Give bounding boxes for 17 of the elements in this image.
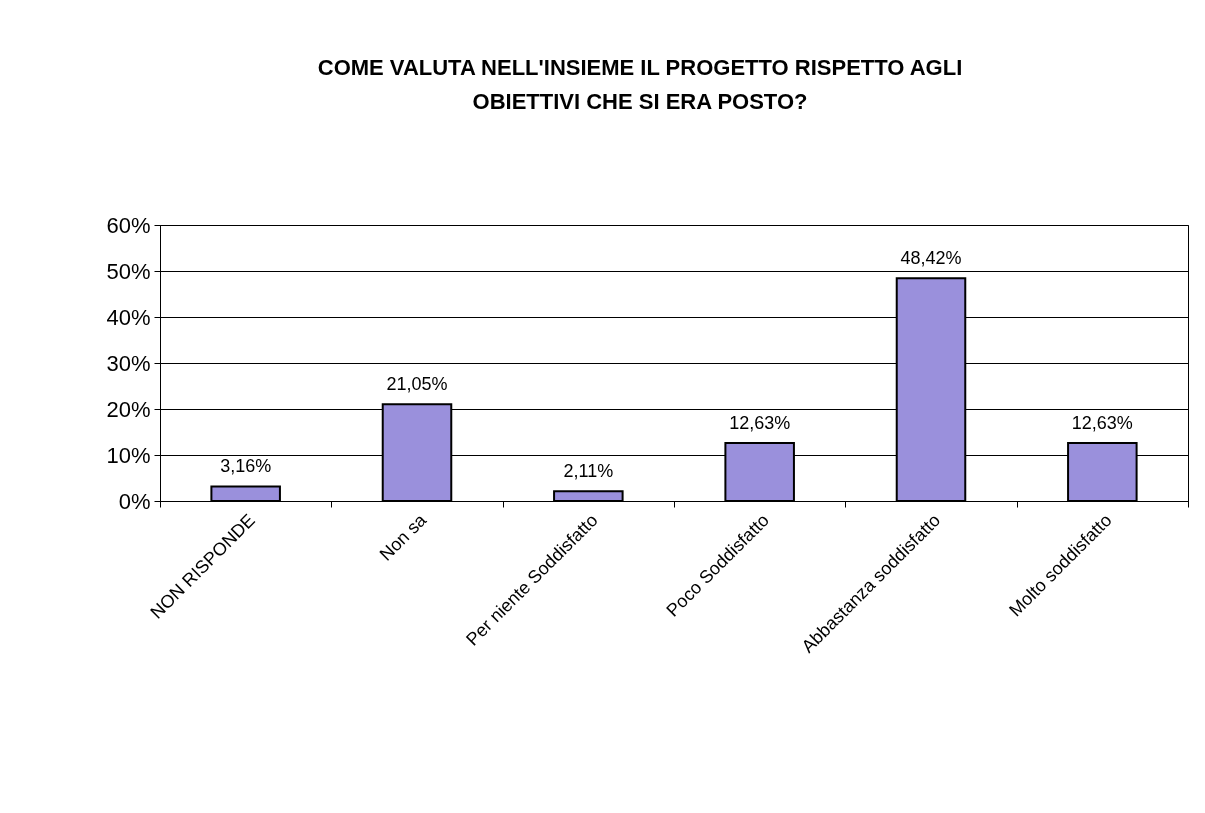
data-label: 12,63% <box>729 412 791 433</box>
x-tick-label: Non sa <box>375 509 431 565</box>
y-tick-label: 50% <box>106 258 151 284</box>
bar <box>210 485 281 502</box>
y-tick-label: 40% <box>106 304 151 330</box>
data-label: 12,63% <box>1071 412 1133 433</box>
y-tick-label: 60% <box>106 212 151 238</box>
y-tick-label: 30% <box>106 350 151 376</box>
y-tick-label: 10% <box>106 442 151 468</box>
data-label: 21,05% <box>386 374 448 395</box>
bar <box>553 490 624 502</box>
data-label: 2,11% <box>563 461 614 482</box>
y-tick-label: 0% <box>118 488 151 514</box>
chart-title: COME VALUTA NELL'INSIEME IL PROGETTO RISPETTO AGLI OBIETTIVI CHE SI ERA POSTO? <box>317 55 963 114</box>
data-label: 3,16% <box>220 456 272 477</box>
data-label: 48,42% <box>900 248 962 269</box>
y-tick-label: 20% <box>106 396 151 422</box>
